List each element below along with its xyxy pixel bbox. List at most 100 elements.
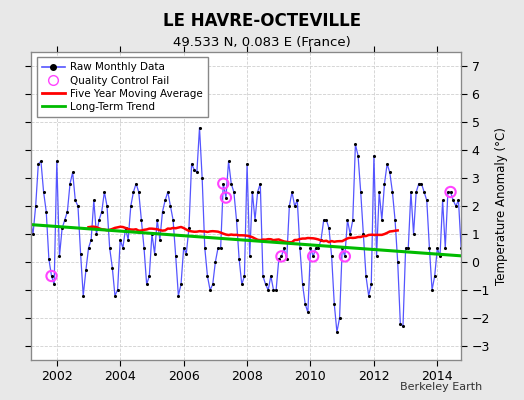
Point [414, 180, 423, 187]
Point [163, 189, 172, 195]
Point [129, 189, 138, 195]
Point [386, 169, 394, 176]
Point [21, 208, 29, 215]
Point [356, 189, 365, 195]
Point [50, 281, 58, 288]
Point [346, 231, 354, 237]
Point [135, 189, 143, 195]
Point [444, 189, 452, 195]
Point [412, 189, 420, 195]
Point [108, 264, 116, 271]
Point [224, 158, 233, 164]
Point [420, 189, 428, 195]
Point [301, 301, 309, 307]
Point [269, 287, 278, 293]
Point [193, 169, 201, 176]
Point [97, 208, 106, 215]
Point [425, 245, 433, 251]
Point [394, 259, 402, 265]
Point [288, 189, 296, 195]
Point [222, 194, 230, 201]
Point [364, 292, 373, 299]
Point [401, 245, 410, 251]
Point [322, 217, 331, 223]
Point [209, 281, 217, 288]
Point [240, 273, 248, 279]
Point [124, 236, 133, 243]
Point [31, 203, 40, 209]
Point [179, 245, 188, 251]
Point [127, 203, 135, 209]
Point [143, 281, 151, 288]
Point [267, 273, 275, 279]
Point [230, 189, 238, 195]
Point [298, 281, 307, 288]
Point [185, 225, 193, 232]
Point [454, 197, 463, 204]
Point [174, 292, 182, 299]
Point [449, 197, 457, 204]
Point [333, 329, 341, 335]
Point [396, 320, 405, 327]
Point [71, 197, 80, 204]
Point [348, 217, 357, 223]
Point [203, 273, 212, 279]
Point [206, 287, 214, 293]
Point [235, 256, 243, 262]
Point [354, 152, 362, 159]
Point [211, 259, 220, 265]
Point [219, 180, 227, 187]
Point [373, 253, 381, 260]
Point [417, 180, 425, 187]
Point [95, 217, 103, 223]
Point [309, 253, 318, 260]
Point [285, 203, 293, 209]
Point [45, 256, 53, 262]
Point [55, 253, 63, 260]
Point [26, 217, 35, 223]
Point [277, 253, 286, 260]
Point [171, 253, 180, 260]
Point [367, 281, 376, 288]
Point [388, 189, 397, 195]
Point [156, 236, 164, 243]
Point [52, 158, 61, 164]
Point [169, 217, 177, 223]
Point [63, 208, 72, 215]
Point [452, 203, 460, 209]
Point [248, 189, 257, 195]
Point [34, 161, 42, 167]
Point [243, 161, 252, 167]
Point [148, 231, 156, 237]
Text: Berkeley Earth: Berkeley Earth [400, 382, 482, 392]
Point [29, 231, 37, 237]
Point [195, 124, 204, 131]
Point [198, 175, 206, 181]
Point [137, 217, 146, 223]
Text: 49.533 N, 0.083 E (France): 49.533 N, 0.083 E (France) [173, 36, 351, 49]
Point [317, 236, 325, 243]
Legend: Raw Monthly Data, Quality Control Fail, Five Year Moving Average, Long-Term Tren: Raw Monthly Data, Quality Control Fail, … [37, 57, 208, 117]
Point [309, 253, 318, 260]
Point [74, 203, 82, 209]
Point [24, 250, 32, 257]
Point [341, 253, 349, 260]
Point [177, 281, 185, 288]
Y-axis label: Temperature Anomaly (°C): Temperature Anomaly (°C) [496, 127, 508, 285]
Point [222, 194, 230, 201]
Point [111, 292, 119, 299]
Point [341, 253, 349, 260]
Point [407, 189, 415, 195]
Point [272, 287, 280, 293]
Point [280, 245, 288, 251]
Point [359, 231, 367, 237]
Point [246, 253, 254, 260]
Point [335, 315, 344, 321]
Point [201, 245, 209, 251]
Point [47, 273, 56, 279]
Point [116, 236, 124, 243]
Point [132, 180, 140, 187]
Point [312, 245, 320, 251]
Point [77, 250, 85, 257]
Point [100, 189, 108, 195]
